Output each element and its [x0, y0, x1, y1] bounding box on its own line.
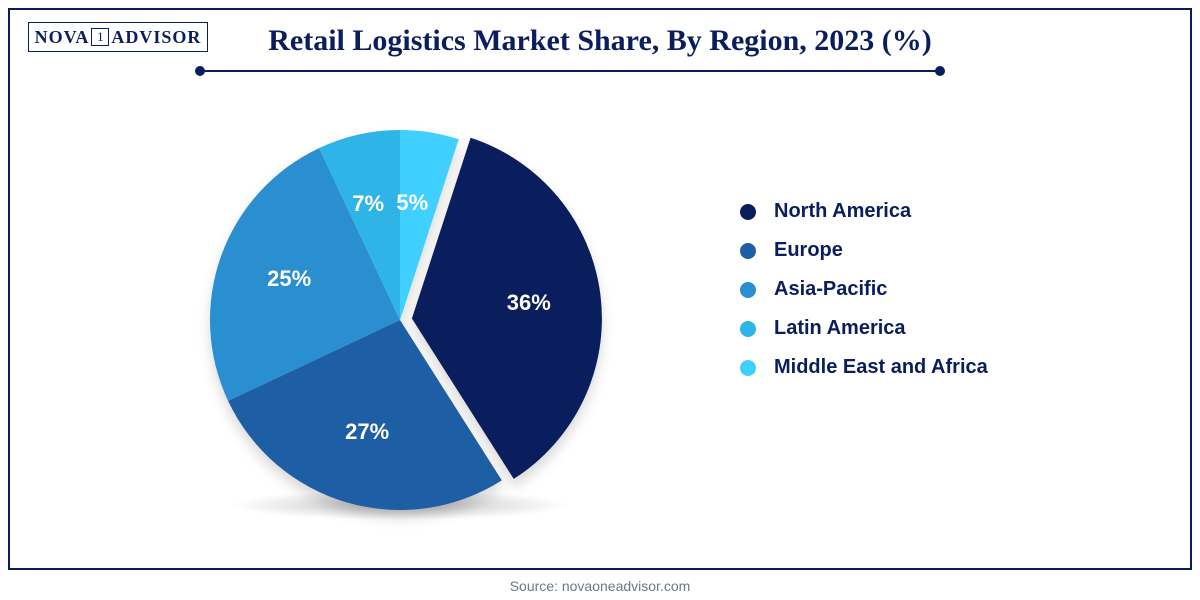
legend-label: Asia-Pacific — [774, 278, 887, 301]
legend-label: Middle East and Africa — [774, 356, 988, 379]
slice-label: 5% — [396, 190, 428, 216]
legend: North America Europe Asia-Pacific Latin Ame… — [740, 200, 1100, 395]
legend-swatch — [740, 321, 756, 337]
pie-svg — [190, 110, 610, 530]
legend-item: Middle East and Africa — [740, 356, 1100, 379]
title-rule — [200, 70, 940, 72]
legend-label: North America — [774, 200, 911, 223]
legend-swatch — [740, 243, 756, 259]
slice-label: 25% — [267, 266, 311, 292]
slice-label: 27% — [345, 419, 389, 445]
legend-item: Asia-Pacific — [740, 278, 1100, 301]
chart-title: Retail Logistics Market Share, By Region… — [0, 24, 1200, 58]
legend-label: Latin America — [774, 317, 906, 340]
legend-swatch — [740, 360, 756, 376]
legend-item: North America — [740, 200, 1100, 223]
legend-swatch — [740, 204, 756, 220]
slice-label: 36% — [507, 290, 551, 316]
source-text: Source: novaoneadvisor.com — [0, 578, 1200, 594]
legend-label: Europe — [774, 239, 843, 262]
legend-item: Europe — [740, 239, 1100, 262]
legend-item: Latin America — [740, 317, 1100, 340]
slice-label: 7% — [352, 191, 384, 217]
pie-chart: 36% 27% 25% 7% 5% — [180, 100, 620, 540]
legend-swatch — [740, 282, 756, 298]
